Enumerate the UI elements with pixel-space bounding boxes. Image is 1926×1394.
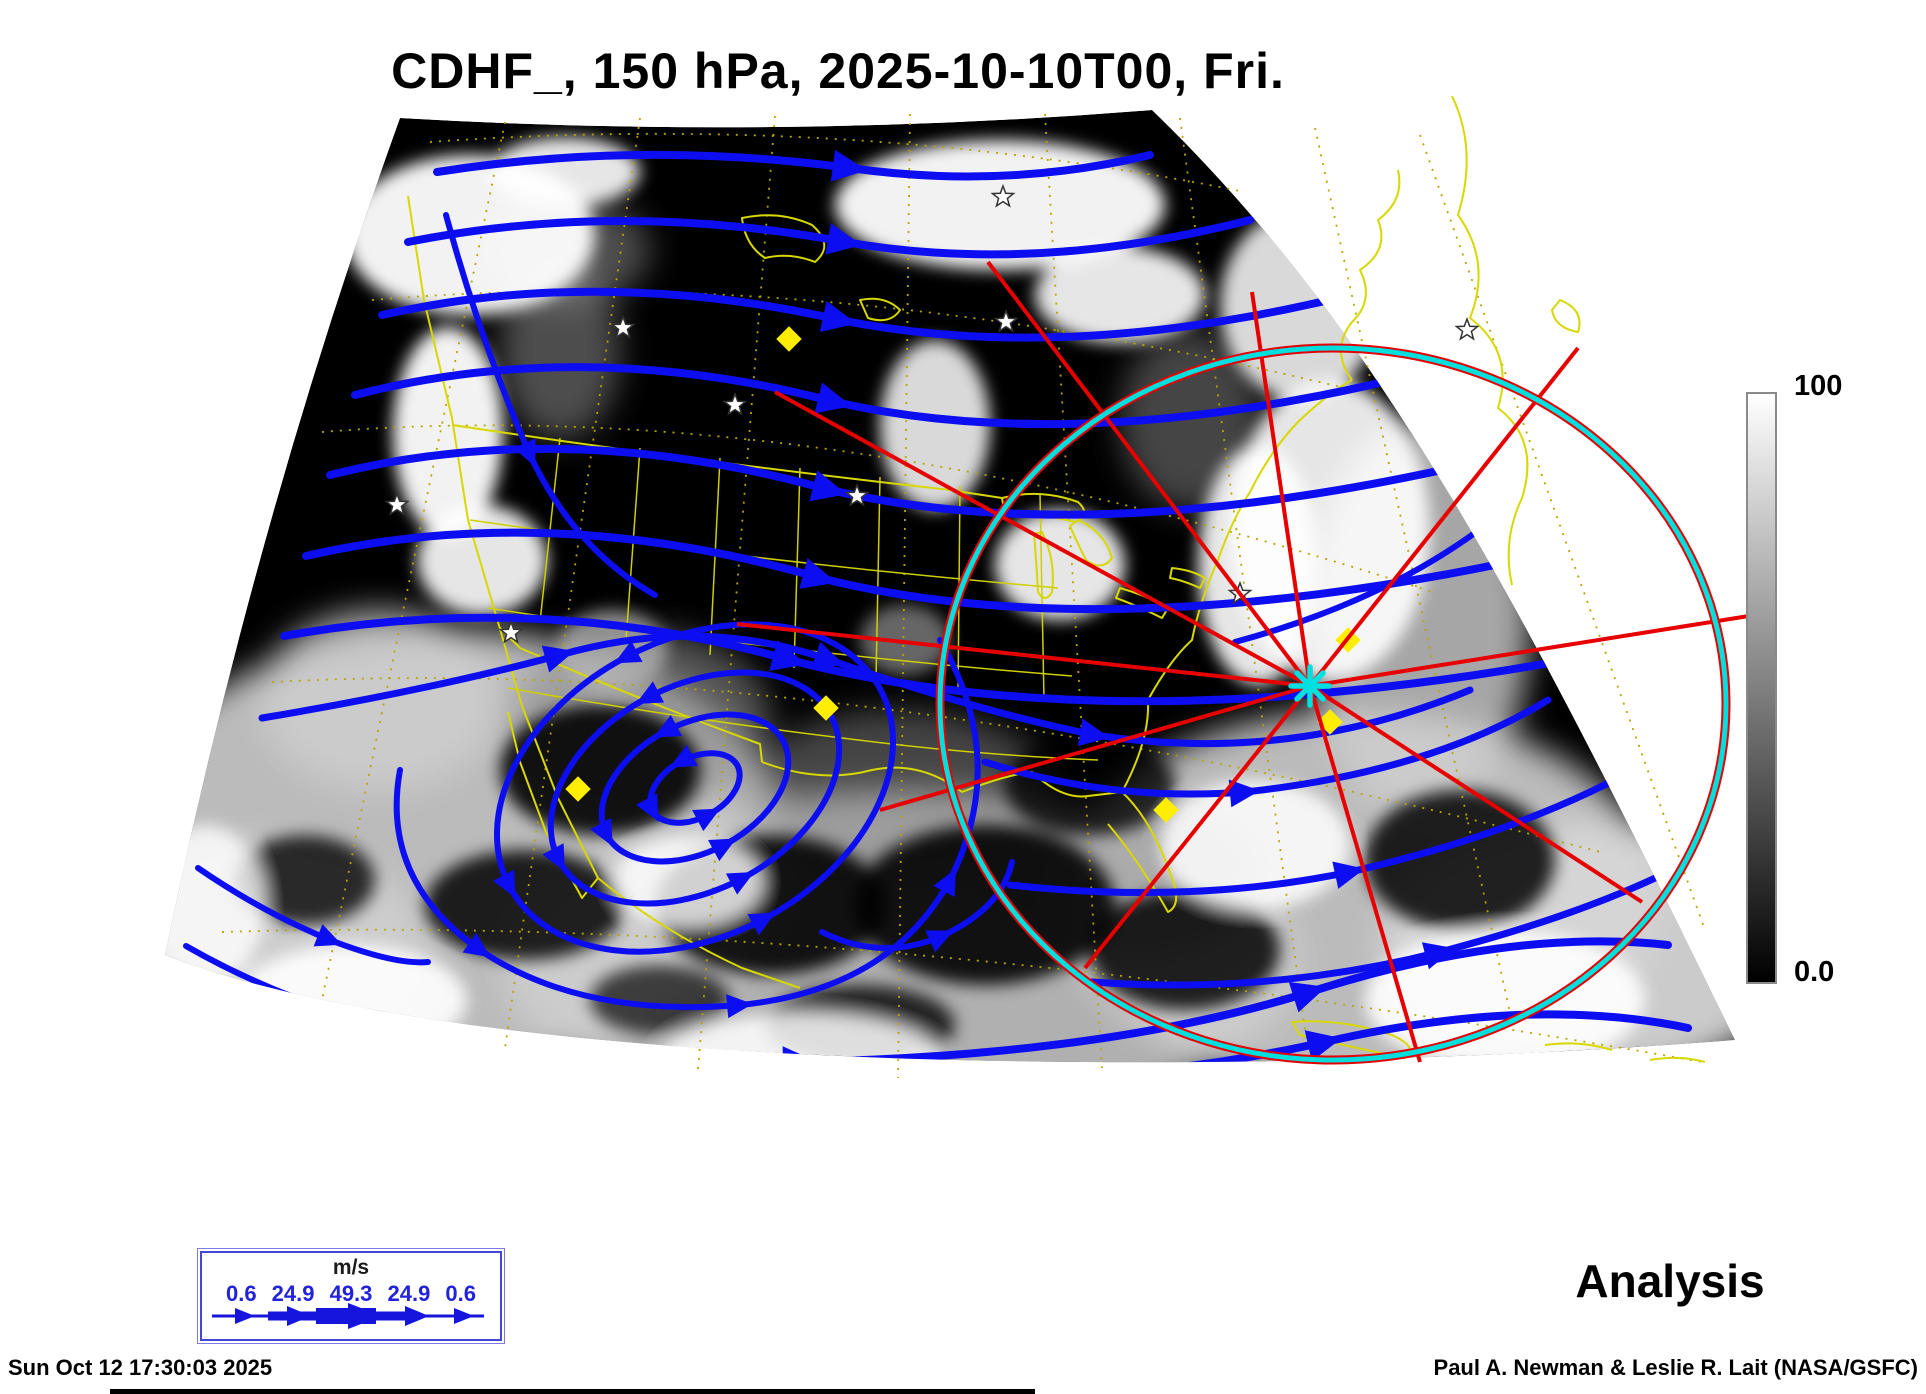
range-ring xyxy=(935,343,1731,1065)
wind-speed-arrow-glyph xyxy=(212,1303,484,1329)
page-title: CDHF_, 150 hPa, 2025-10-10T00, Fri. xyxy=(391,43,1285,99)
credit-line: Paul A. Newman & Leslie R. Lait (NASA/GS… xyxy=(1433,1355,1918,1380)
wind-streamlines xyxy=(183,149,1710,1063)
trajectory-rays xyxy=(736,260,1756,1063)
generated-timestamp: Sun Oct 12 17:30:03 2025 xyxy=(8,1355,273,1380)
colorbar-min-label: 0.0 xyxy=(1794,956,1835,988)
legend-values-row: 0.6 24.9 49.3 24.9 0.6 xyxy=(202,1281,500,1307)
balloon-location-marker xyxy=(1288,664,1332,708)
wind-speed-legend: m/s 0.6 24.9 49.3 24.9 0.6 xyxy=(197,1248,505,1344)
cloud-fraction-colorbar xyxy=(1746,392,1777,984)
cloud-field xyxy=(165,110,1735,1063)
legend-value: 49.3 xyxy=(329,1281,373,1306)
legend-value: 24.9 xyxy=(387,1281,431,1306)
legend-value: 24.9 xyxy=(271,1281,315,1306)
legend-units-label: m/s xyxy=(332,1256,370,1279)
legend-value: 0.6 xyxy=(445,1281,476,1306)
legend-value: 0.6 xyxy=(226,1281,257,1306)
analysis-label: Analysis xyxy=(1575,1255,1765,1307)
bottom-bar xyxy=(110,1389,1035,1394)
colorbar-max-label: 100 xyxy=(1794,370,1843,402)
